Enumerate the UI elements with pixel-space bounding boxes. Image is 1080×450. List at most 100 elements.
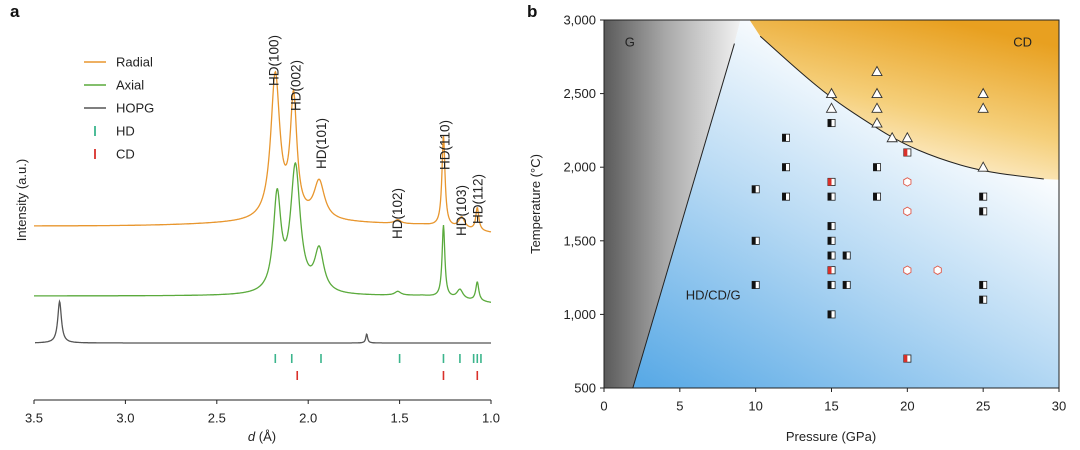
square-marker-fill [752,185,756,193]
phase-x-tick-label: 15 [824,399,838,414]
square-marker-fill [782,193,786,201]
xrd-x-tick-label: 1.0 [482,411,500,426]
square-marker-fill [827,310,832,318]
phase-x-tick-label: 0 [600,399,607,414]
region-label-g: G [625,34,635,49]
peak-label: HD(102) [390,188,405,239]
square-marker-fill [827,193,832,201]
xrd-x-axis-title-unit: (Å) [255,429,276,444]
square-marker-fill [752,237,756,245]
triangle-marker [977,87,989,99]
triangle-marker [825,102,838,113]
phase-x-tick-label: 30 [1052,399,1066,414]
phase-regions [604,20,1059,388]
phase-y-tick-label: 1,500 [563,233,596,248]
peak-label: HD(101) [314,118,329,169]
square-marker-fill [782,163,786,171]
cd-region [749,20,1059,180]
phase-diagram: 0 5 10 15 20 25 30 500 1,000 1,500 2,000 2,500 3,000… [528,13,1066,445]
xrd-curve-radial [34,70,492,233]
phase-y-tick-label: 500 [574,381,596,396]
xrd-x-tick-label: 2.5 [208,411,226,426]
xrd-legend: Radial Axial HOPG HD CD [84,55,154,162]
phase-y-axis-title: Temperature (°C) [528,154,543,254]
square-marker-fill [979,207,984,215]
xrd-x-ticks: 3.5 3.0 2.5 2.0 1.5 1.0 [25,400,500,426]
square-marker-fill [873,193,877,201]
square-marker-fill [782,134,786,142]
phase-y-tick-label: 1,000 [563,307,596,322]
square-marker-fill [752,281,756,289]
legend-label-hd: HD [116,124,135,139]
square-marker-fill [903,148,908,157]
xrd-chart: Intensity (a.u.) d (Å) 3.5 3.0 2.5 2.0 1.5 1.… [14,35,500,444]
peak-label: HD(110) [437,120,452,170]
triangle-marker [871,117,883,128]
triangle-marker [977,161,989,172]
peak-label: HD(103) [454,185,469,236]
xrd-curves [34,70,492,344]
xrd-curve-hopg [35,299,491,344]
phase-region-labels: G CD HD/CD/G [625,34,1032,302]
xrd-peak-annotations: HD(100) HD(002) HD(101) HD(102) HD(110)HD(10… [266,35,485,239]
xrd-x-tick-label: 1.5 [391,411,409,426]
xrd-reference-ticks [274,354,482,380]
peak-label: HD(112) [470,174,485,224]
square-marker-fill [827,119,832,127]
xrd-x-tick-label: 3.5 [25,411,43,426]
xrd-x-axis-title-main: d [248,429,256,444]
square-marker-fill [843,281,847,289]
graphite-region [604,20,741,388]
phase-y-tick-label: 2,500 [563,86,596,101]
phase-y-tick-label: 3,000 [563,13,596,28]
region-label-hd-cd-g: HD/CD/G [686,288,741,303]
legend-label-radial: Radial [116,55,153,70]
xrd-x-tick-label: 3.0 [116,411,134,426]
hexagon-marker [903,177,912,187]
square-marker-fill [873,163,877,171]
phase-boundaries [632,35,1044,389]
peak-label: HD(100) [266,35,281,86]
legend-label-hopg: HOPG [116,101,154,116]
triangle-marker [871,102,883,113]
square-marker-fill [979,296,984,304]
triangle-marker [825,87,838,99]
legend-label-cd: CD [116,147,135,162]
xrd-x-axis-title: d (Å) [248,429,276,444]
region-label-cd: CD [1013,34,1032,49]
xrd-y-axis-title: Intensity (a.u.) [14,159,29,241]
square-marker-fill [827,178,832,186]
square-marker-fill [827,222,832,230]
panel-b-label: b [527,2,537,21]
square-marker-fill [827,251,832,260]
square-marker-fill [903,354,908,363]
legend-label-axial: Axial [116,78,144,93]
phase-x-axis-title: Pressure (GPa) [786,429,876,444]
hexagon-marker [903,206,912,217]
square-marker-fill [827,266,832,274]
xrd-curve-axial [34,162,491,303]
phase-ticks: 0 5 10 15 20 25 30 500 1,000 1,500 2,000 2,500 3,000 [563,13,1066,414]
cd-boundary-line [759,35,1044,180]
phase-x-tick-label: 20 [900,399,914,414]
graphite-boundary-line [632,43,735,389]
phase-x-tick-label: 25 [976,399,990,414]
phase-x-tick-label: 5 [676,399,683,414]
xrd-x-tick-label: 2.0 [299,411,317,426]
phase-x-tick-label: 10 [748,399,762,414]
phase-y-tick-label: 2,000 [563,160,596,175]
triangle-marker [977,102,989,113]
triangle-marker [886,131,898,143]
triangle-marker [871,65,883,76]
phase-points [751,65,989,363]
hexagon-marker [933,265,942,275]
square-marker-fill [979,193,984,201]
square-marker-fill [827,281,832,289]
hd-cd-g-region [632,20,1059,388]
hexagon-marker [903,265,912,275]
triangle-marker [871,87,883,99]
peak-label: HD(002) [288,60,303,111]
panel-a-label: a [10,2,20,21]
triangle-marker [901,131,914,143]
